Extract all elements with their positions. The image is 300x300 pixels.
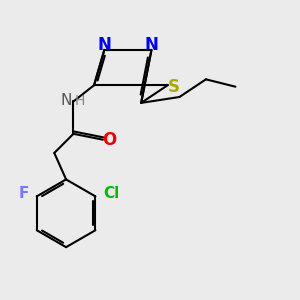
Text: N: N xyxy=(98,36,111,54)
Text: N: N xyxy=(145,36,158,54)
Text: S: S xyxy=(168,78,180,96)
Text: O: O xyxy=(102,131,116,149)
Text: Cl: Cl xyxy=(104,186,120,201)
Text: H: H xyxy=(75,94,85,108)
Text: N: N xyxy=(61,93,72,108)
Text: F: F xyxy=(19,186,29,201)
